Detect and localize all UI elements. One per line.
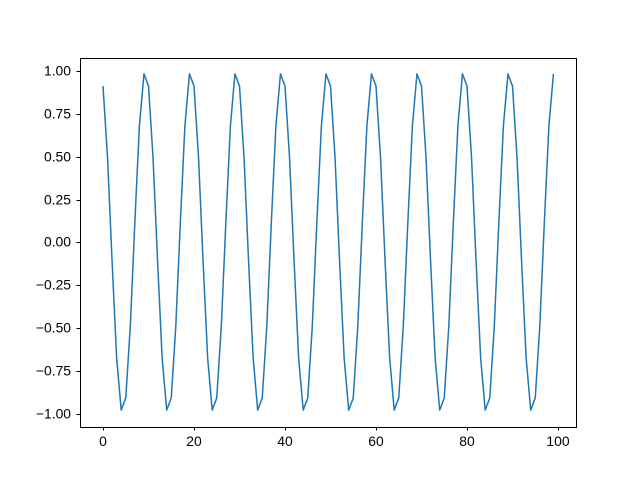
- svg-text:20: 20: [186, 433, 202, 449]
- svg-text:0: 0: [99, 433, 107, 449]
- svg-text:0.25: 0.25: [44, 192, 71, 208]
- svg-text:0.50: 0.50: [44, 149, 71, 165]
- svg-text:−0.50: −0.50: [36, 320, 71, 336]
- svg-text:0.00: 0.00: [44, 234, 71, 250]
- svg-text:0.75: 0.75: [44, 106, 71, 122]
- svg-text:1.00: 1.00: [44, 63, 71, 79]
- svg-text:100: 100: [546, 433, 569, 449]
- svg-text:60: 60: [368, 433, 384, 449]
- svg-text:−0.25: −0.25: [36, 277, 71, 293]
- svg-text:80: 80: [459, 433, 475, 449]
- svg-text:40: 40: [277, 433, 293, 449]
- svg-text:−1.00: −1.00: [36, 406, 71, 422]
- svg-text:−0.75: −0.75: [36, 363, 71, 379]
